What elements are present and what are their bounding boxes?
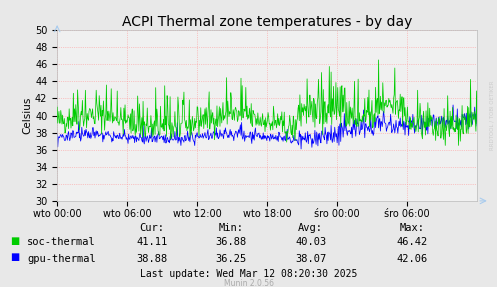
Text: 42.06: 42.06 bbox=[397, 254, 428, 264]
Text: soc-thermal: soc-thermal bbox=[27, 237, 96, 247]
Text: 38.88: 38.88 bbox=[136, 254, 167, 264]
Text: 36.88: 36.88 bbox=[216, 237, 247, 247]
Text: 38.07: 38.07 bbox=[295, 254, 326, 264]
Title: ACPI Thermal zone temperatures - by day: ACPI Thermal zone temperatures - by day bbox=[122, 15, 413, 29]
Text: Munin 2.0.56: Munin 2.0.56 bbox=[224, 279, 273, 287]
Text: 41.11: 41.11 bbox=[136, 237, 167, 247]
Text: 46.42: 46.42 bbox=[397, 237, 428, 247]
Text: Cur:: Cur: bbox=[139, 223, 164, 233]
Text: ■: ■ bbox=[10, 236, 19, 246]
Text: gpu-thermal: gpu-thermal bbox=[27, 254, 96, 264]
Text: Max:: Max: bbox=[400, 223, 425, 233]
Text: ■: ■ bbox=[10, 252, 19, 262]
Text: 40.03: 40.03 bbox=[295, 237, 326, 247]
Text: Avg:: Avg: bbox=[298, 223, 323, 233]
Text: 36.25: 36.25 bbox=[216, 254, 247, 264]
Text: RRDTOOL / TOBI OETIKER: RRDTOOL / TOBI OETIKER bbox=[490, 80, 495, 150]
Y-axis label: Celsius: Celsius bbox=[22, 97, 32, 134]
Text: Min:: Min: bbox=[219, 223, 244, 233]
Text: Last update: Wed Mar 12 08:20:30 2025: Last update: Wed Mar 12 08:20:30 2025 bbox=[140, 269, 357, 279]
